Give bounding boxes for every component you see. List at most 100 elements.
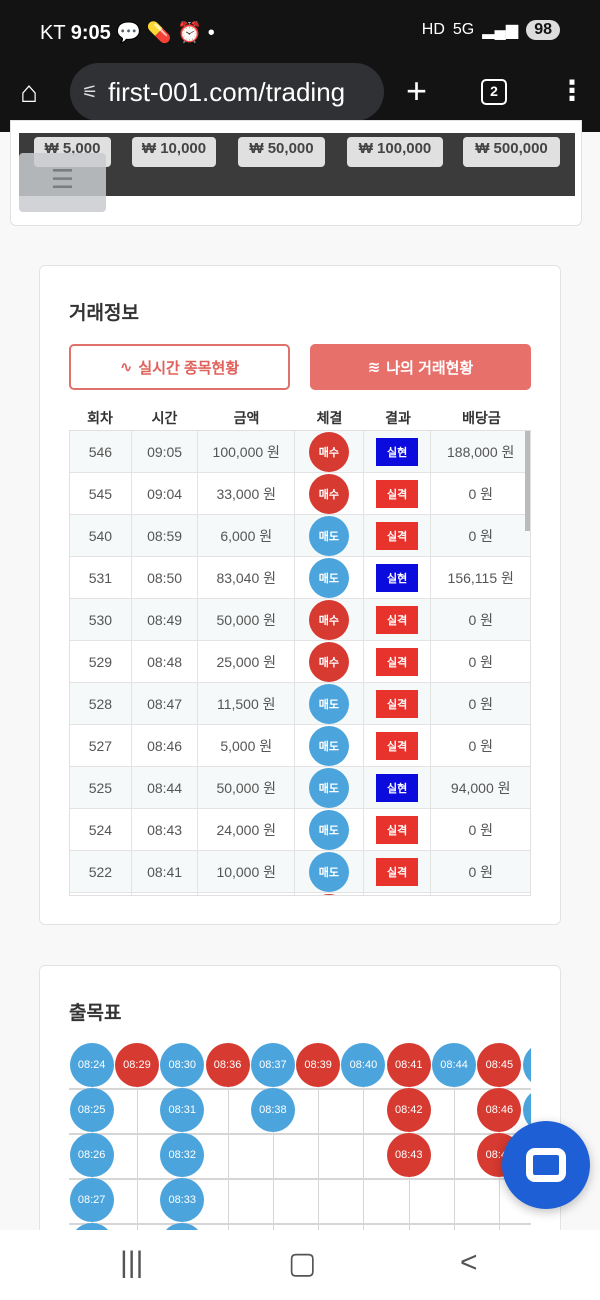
chat-icon bbox=[526, 1148, 566, 1182]
cell-result: 실격 bbox=[364, 473, 432, 514]
cell-text: 0 원 bbox=[468, 527, 493, 544]
chat-button[interactable] bbox=[502, 1121, 590, 1209]
outcome-marker-sell: 08:34 bbox=[160, 1223, 205, 1233]
outcome-marker-buy: 08:46 bbox=[477, 1088, 522, 1132]
cell-round: 540 bbox=[70, 515, 132, 556]
amount-panel: ₩ 5,000 ₩ 10,000 ₩ 50,000 ₩ 100,000 ₩ 50… bbox=[10, 120, 582, 226]
cell-time: 08:43 bbox=[132, 809, 199, 850]
cell-text: 08:50 bbox=[147, 569, 183, 586]
cell-text: 11,500 원 bbox=[216, 695, 276, 712]
signal-icon: ▂▄▆ bbox=[482, 22, 519, 39]
recent-apps-icon[interactable]: ||| bbox=[120, 1246, 144, 1279]
result-badge: 실격 bbox=[376, 815, 419, 844]
cell-amount: 33,000 원 bbox=[198, 473, 296, 514]
cell-time: 09:05 bbox=[132, 431, 199, 472]
carrier: KT bbox=[40, 22, 66, 44]
address-bar[interactable]: ⚟ first-001.com/trading bbox=[70, 63, 384, 121]
execution-badge: 매도 bbox=[308, 683, 349, 724]
header-result: 결과 bbox=[385, 410, 411, 426]
header-execution: 체결 bbox=[316, 410, 343, 426]
cell-round: 546 bbox=[70, 431, 132, 472]
execution-badge: 매도 bbox=[308, 725, 349, 766]
header-round: 회차 bbox=[87, 410, 113, 426]
cell-text: 10,000 원 bbox=[216, 863, 277, 880]
cell-round bbox=[70, 893, 132, 895]
more-menu-icon[interactable]: ⋮ bbox=[558, 75, 586, 106]
cell-text: 528 bbox=[88, 695, 113, 712]
table-row: 545 09:04 33,000 원 매수 실격 0 원 bbox=[70, 473, 530, 515]
cell-text: 08:49 bbox=[147, 611, 183, 628]
result-badge: 실격 bbox=[376, 647, 419, 676]
cell-time: 08:59 bbox=[132, 515, 199, 556]
cell-text: 100,000 원 bbox=[212, 443, 280, 460]
cell-execution: 매수 bbox=[295, 641, 364, 682]
network-icon: 5G bbox=[452, 21, 475, 38]
cell-text: 09:05 bbox=[147, 443, 183, 460]
cell-text: 50,000 원 bbox=[216, 779, 277, 796]
live-status-button[interactable]: ∿ 실시간 종목현황 bbox=[69, 344, 290, 390]
tab-switcher-button[interactable]: 2 bbox=[481, 79, 507, 105]
outcome-marker-sell: 08:33 bbox=[160, 1178, 205, 1222]
battery-indicator: 98 bbox=[526, 20, 560, 40]
outcome-marker-buy: 08:39 bbox=[296, 1043, 341, 1087]
cell-text: 0 원 bbox=[468, 653, 493, 670]
cell-result: 실격 bbox=[364, 641, 432, 682]
url-text: first-001.com/trading bbox=[108, 76, 346, 107]
outcome-marker-sell: 08:31 bbox=[160, 1088, 205, 1132]
header-payout: 배당금 bbox=[462, 410, 501, 426]
table-row: 527 08:46 5,000 원 매도 실격 0 원 bbox=[70, 725, 530, 767]
cell-result: 실격 bbox=[364, 725, 432, 766]
execution-badge: 매수 bbox=[308, 431, 349, 472]
result-badge: 실격 bbox=[376, 521, 419, 550]
my-trades-button[interactable]: ≋ 나의 거래현황 bbox=[310, 344, 531, 390]
cell-text: 08:44 bbox=[147, 779, 183, 796]
hamburger-menu-icon[interactable]: ☰ bbox=[19, 153, 106, 212]
amount-button-500000[interactable]: ₩ 500,000 bbox=[463, 137, 560, 167]
cell-time: 08:50 bbox=[132, 557, 199, 598]
cell-result: 실격 bbox=[364, 599, 432, 640]
grid-line bbox=[69, 1133, 531, 1135]
grid-line bbox=[318, 1043, 320, 1233]
cell-round: 522 bbox=[70, 851, 132, 892]
cell-time bbox=[132, 893, 199, 895]
table-row: 522 08:41 10,000 원 매도 실격 0 원 bbox=[70, 851, 530, 893]
table-row: 529 08:48 25,000 원 매수 실격 0 원 bbox=[70, 641, 530, 683]
amount-button-100000[interactable]: ₩ 100,000 bbox=[347, 137, 443, 167]
grid-line bbox=[69, 1088, 531, 1090]
grid-line bbox=[454, 1043, 456, 1233]
outcome-marker-sell: 08:49 bbox=[522, 1088, 531, 1132]
status-bar: KT 9:05 💬 💊 ⏰ • HD 5G ▂▄▆ 98 bbox=[0, 0, 600, 60]
live-status-label: 실시간 종목현황 bbox=[138, 359, 240, 377]
site-settings-icon[interactable]: ⚟ bbox=[82, 81, 99, 102]
cell-result: 실현 bbox=[364, 557, 432, 598]
grid-line bbox=[69, 1223, 531, 1225]
trade-table[interactable]: 546 09:05 100,000 원 매수 실현 188,000 원 545 09:04 33… bbox=[69, 430, 531, 896]
cell-result: 실현 bbox=[364, 431, 432, 472]
outcome-marker-sell: 08:25 bbox=[69, 1088, 114, 1132]
my-trades-label: 나의 거래현황 bbox=[386, 359, 474, 377]
execution-badge: 매수 bbox=[308, 893, 349, 895]
cell-execution: 매수 bbox=[295, 473, 364, 514]
amount-button-50000[interactable]: ₩ 50,000 bbox=[238, 137, 325, 167]
outcome-marker-buy: 08:29 bbox=[114, 1043, 159, 1087]
amount-button-10000[interactable]: ₩ 10,000 bbox=[132, 137, 216, 167]
scrollbar[interactable] bbox=[525, 431, 530, 531]
grid-line bbox=[136, 1043, 138, 1233]
new-tab-icon[interactable]: + bbox=[406, 70, 428, 111]
cell-result: 실격 bbox=[364, 851, 432, 892]
outcome-marker-sell: 08:27 bbox=[69, 1178, 114, 1222]
result-badge: 실현 bbox=[376, 563, 419, 592]
cell-execution: 매도 bbox=[295, 851, 364, 892]
outcome-marker-sell: 08:26 bbox=[69, 1133, 114, 1177]
cell-payout: 0 원 bbox=[431, 641, 530, 682]
cell-text: 09:04 bbox=[147, 485, 183, 502]
cell-text: 0 원 bbox=[468, 737, 493, 754]
back-icon[interactable]: < bbox=[460, 1246, 478, 1279]
home-nav-icon[interactable]: ▢ bbox=[288, 1247, 317, 1280]
cell-execution: 매도 bbox=[295, 515, 364, 556]
cell-text: 188,000 원 bbox=[447, 443, 515, 460]
home-icon[interactable]: ⌂ bbox=[20, 76, 39, 109]
cell-text: 524 bbox=[88, 821, 113, 838]
cell-round: 525 bbox=[70, 767, 132, 808]
